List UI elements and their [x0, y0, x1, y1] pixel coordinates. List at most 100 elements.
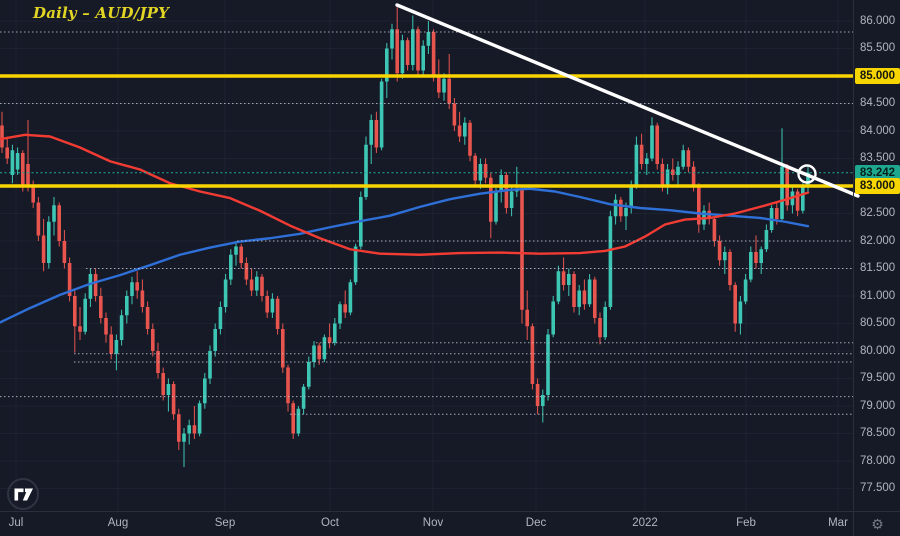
- ma-red-line: [0, 133, 810, 256]
- candle-body: [645, 158, 649, 164]
- candle-body: [691, 166, 696, 186]
- candle-body: [509, 191, 514, 208]
- price-axis-label: 77.500: [860, 482, 896, 494]
- current-price-chip: 83.242: [855, 164, 900, 181]
- ma-blue-line: [0, 187, 810, 324]
- highlight-circle[interactable]: [797, 164, 817, 184]
- candle-body: [775, 208, 779, 219]
- candle-body: [73, 296, 77, 327]
- trendline[interactable]: [395, 3, 860, 198]
- candle-body: [676, 166, 680, 175]
- candle-body: [379, 81, 384, 148]
- candle-body: [145, 307, 150, 329]
- candle-body: [83, 298, 87, 332]
- candle-body: [717, 241, 722, 261]
- candle-body: [541, 395, 545, 406]
- candle-body: [301, 386, 306, 409]
- candle-body: [447, 78, 451, 104]
- candle-body: [265, 296, 269, 313]
- candle-body: [749, 252, 753, 280]
- logo-glyph: [14, 488, 33, 501]
- candle-body: [151, 329, 155, 351]
- candle-body: [213, 329, 217, 351]
- price-axis-label: 78.500: [860, 427, 896, 439]
- candle-body: [463, 122, 467, 137]
- candle-body: [114, 340, 119, 354]
- candle-body: [655, 125, 659, 164]
- tradingview-logo[interactable]: [5, 476, 41, 512]
- candle-body: [572, 274, 576, 307]
- candle-body: [551, 301, 555, 335]
- price-axis-label: 85.500: [860, 42, 896, 54]
- price-axis-label: 86.000: [860, 14, 896, 27]
- candle-body: [582, 290, 587, 305]
- candle-body: [780, 166, 784, 219]
- candle-body: [47, 221, 51, 263]
- candle-body: [338, 304, 342, 324]
- candle-body: [291, 403, 295, 434]
- candle-body: [499, 175, 503, 192]
- candle-body: [62, 241, 67, 263]
- candle-body: [140, 290, 145, 307]
- level-price-chip: 85.000: [855, 68, 900, 84]
- axis-settings-button[interactable]: ⚙: [853, 511, 900, 536]
- candle-body: [21, 153, 25, 186]
- candle-body: [603, 307, 607, 338]
- candle-body: [738, 301, 743, 324]
- candle-body: [686, 150, 691, 167]
- candle-body: [317, 345, 321, 360]
- candle-body: [255, 276, 259, 291]
- candle-body: [395, 29, 399, 74]
- candle-body: [281, 329, 285, 368]
- price-axis-label: 82.000: [860, 234, 896, 247]
- time-axis-label: 2022: [632, 517, 658, 529]
- candle-body: [494, 191, 498, 222]
- candle-body: [249, 279, 254, 291]
- candle-body: [322, 337, 327, 360]
- candle-body: [723, 252, 727, 261]
- logo-ring: [7, 478, 39, 510]
- candle-body: [759, 249, 763, 263]
- candle-body: [99, 296, 103, 318]
- candle-body: [333, 323, 337, 343]
- candle-body: [52, 205, 56, 222]
- candle-body: [57, 205, 61, 241]
- time-axis-label: Sep: [214, 517, 236, 529]
- price-axis-label: 82.500: [860, 207, 896, 219]
- candle-body: [67, 263, 72, 296]
- candle-body: [327, 337, 332, 343]
- time-axis-label: Mar: [828, 517, 848, 529]
- time-axis-label: Aug: [107, 517, 129, 529]
- candle-body: [468, 122, 472, 156]
- candle-body: [437, 76, 441, 93]
- candle-body: [801, 186, 805, 211]
- candle-body: [229, 254, 233, 280]
- candle-body: [650, 125, 654, 159]
- candle-body: [457, 125, 462, 137]
- candle-body: [405, 40, 410, 65]
- time-axis-label: Dec: [525, 517, 547, 529]
- candle-body: [353, 246, 358, 283]
- candle-body: [296, 408, 301, 434]
- candle-body: [390, 29, 394, 49]
- candle-body: [634, 144, 639, 186]
- candle-body: [671, 169, 675, 175]
- candle-body: [41, 235, 46, 263]
- candle-body: [385, 48, 389, 82]
- candle-body: [130, 282, 134, 296]
- candle-body: [10, 150, 15, 175]
- candle-body: [416, 29, 420, 71]
- time-axis-label: Jul: [8, 517, 24, 529]
- candle-body: [764, 230, 769, 250]
- candle-body: [452, 103, 457, 126]
- candle-body: [31, 186, 35, 203]
- price-axis[interactable]: 86.000 85.500 85.000 84.500 84.000 83.500 83.0…: [853, 0, 900, 511]
- candle-body: [598, 318, 602, 338]
- price-axis-label: 80.500: [860, 317, 896, 329]
- price-axis-label: 84.000: [860, 124, 896, 137]
- candle-body: [411, 29, 415, 65]
- time-axis[interactable]: Jul Aug Sep Oct Nov Dec 2022 Feb Mar: [0, 511, 900, 536]
- candle-body: [681, 150, 685, 167]
- candle-body: [561, 271, 566, 285]
